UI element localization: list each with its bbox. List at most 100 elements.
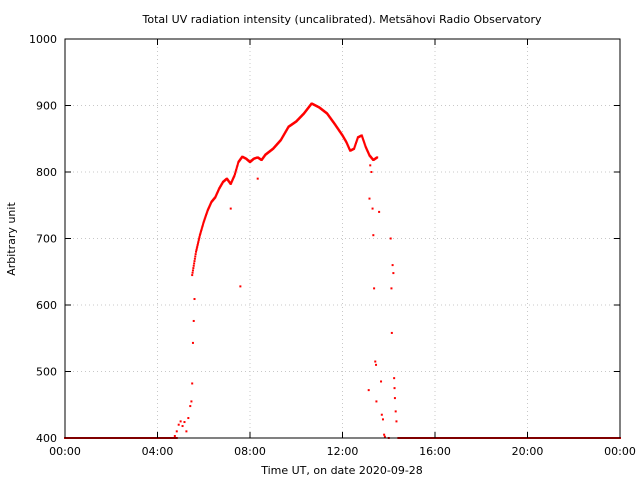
- curve-point: [199, 232, 202, 235]
- scatter-point: [370, 171, 373, 173]
- curve-point: [363, 142, 366, 145]
- chart-title: Total UV radiation intensity (uncalibrat…: [142, 13, 542, 26]
- axis-ticks: 00:00 04:00 08:00 12:00 16:00 20:00 00:0040050…: [29, 33, 636, 458]
- curve-point: [198, 237, 201, 240]
- scatter-point: [390, 331, 393, 334]
- scatter-point: [378, 210, 381, 213]
- curve-point: [364, 144, 367, 147]
- y-tick-label: 800: [36, 166, 57, 179]
- curve-point: [235, 169, 238, 172]
- scatter-point: [367, 389, 370, 392]
- scatter-point: [369, 164, 372, 167]
- y-tick-label: 600: [36, 299, 57, 312]
- y-tick-label: 400: [36, 432, 57, 445]
- y-tick-label: 1000: [29, 33, 57, 46]
- x-tick-label: 16:00: [419, 445, 451, 458]
- scatter-point: [374, 360, 377, 363]
- curve-point: [234, 170, 237, 173]
- curve-point: [194, 255, 197, 258]
- curve-point: [198, 235, 201, 238]
- curve-point: [201, 224, 204, 227]
- scatter-point: [191, 382, 194, 385]
- scatter-point: [185, 430, 188, 433]
- scatter-point: [380, 380, 383, 383]
- scatter-point: [229, 207, 232, 210]
- curve-point: [206, 210, 209, 213]
- scatter-point: [393, 397, 396, 400]
- curve-point: [191, 274, 194, 277]
- curve-point: [354, 143, 357, 146]
- curve-point: [199, 231, 202, 234]
- curve-point: [202, 220, 205, 223]
- curve-point: [195, 249, 198, 252]
- scatter-point: [373, 287, 376, 290]
- scatter-point: [371, 207, 374, 210]
- scatter-point: [173, 435, 176, 438]
- scatter-point: [175, 430, 178, 433]
- curve-point: [362, 138, 365, 141]
- x-tick-label: 08:00: [234, 445, 266, 458]
- x-tick-label: 04:00: [142, 445, 174, 458]
- curve-point: [193, 260, 196, 263]
- scatter-point: [393, 377, 396, 380]
- curve-point: [353, 145, 356, 148]
- curve-point: [191, 271, 194, 274]
- x-axis-label: Time UT, on date 2020-09-28: [260, 464, 423, 477]
- curve-point: [195, 247, 198, 250]
- curve-point: [205, 212, 208, 215]
- curve-point: [356, 138, 359, 141]
- curve-point: [203, 217, 206, 220]
- curve-point: [194, 253, 197, 256]
- scatter-point: [187, 417, 190, 420]
- curve-point: [237, 162, 240, 165]
- scatter-point: [372, 234, 375, 237]
- curve-point: [198, 234, 201, 237]
- y-tick-label: 900: [36, 100, 57, 113]
- curve-point: [204, 216, 207, 219]
- curve-point: [235, 166, 238, 169]
- curve-point: [363, 141, 366, 144]
- curve-point: [356, 137, 359, 140]
- curve-point: [195, 250, 198, 253]
- y-tick-label: 500: [36, 366, 57, 379]
- scatter-point: [190, 400, 193, 403]
- scatter-point: [189, 405, 192, 408]
- scatter-point: [393, 387, 396, 390]
- curve-point: [354, 144, 357, 147]
- scatter-point: [392, 272, 395, 275]
- curve-point: [361, 136, 364, 139]
- curve-point: [201, 226, 204, 229]
- y-axis-label: Arbitrary unit: [5, 202, 18, 276]
- scatter-point: [380, 413, 383, 416]
- scatter-point: [375, 363, 378, 366]
- curve-point: [361, 135, 364, 138]
- curve-point: [201, 223, 204, 226]
- curve-point: [196, 244, 199, 247]
- scatter-point: [191, 341, 194, 344]
- curve-point: [193, 262, 196, 265]
- x-tick-label: 00:00: [49, 445, 81, 458]
- curve-point: [360, 134, 363, 137]
- scatter-point: [391, 264, 394, 267]
- curve-point: [233, 172, 236, 175]
- curve-point: [355, 140, 358, 143]
- x-tick-label: 20:00: [512, 445, 544, 458]
- curve-point: [363, 143, 366, 146]
- curve-point: [362, 140, 365, 143]
- curve-point: [236, 163, 239, 166]
- curve-point: [192, 264, 195, 267]
- curve-point: [202, 222, 205, 225]
- scatter-point: [375, 400, 378, 403]
- curve-point: [205, 214, 208, 217]
- curve-point: [353, 147, 356, 150]
- scatter-point: [177, 423, 180, 426]
- scatter-point: [193, 298, 196, 301]
- curve-point: [203, 218, 206, 221]
- curve-point: [361, 137, 364, 140]
- scatter-point: [181, 425, 184, 428]
- scatter-point: [395, 420, 398, 423]
- curve-point: [205, 211, 208, 214]
- y-tick-label: 700: [36, 233, 57, 246]
